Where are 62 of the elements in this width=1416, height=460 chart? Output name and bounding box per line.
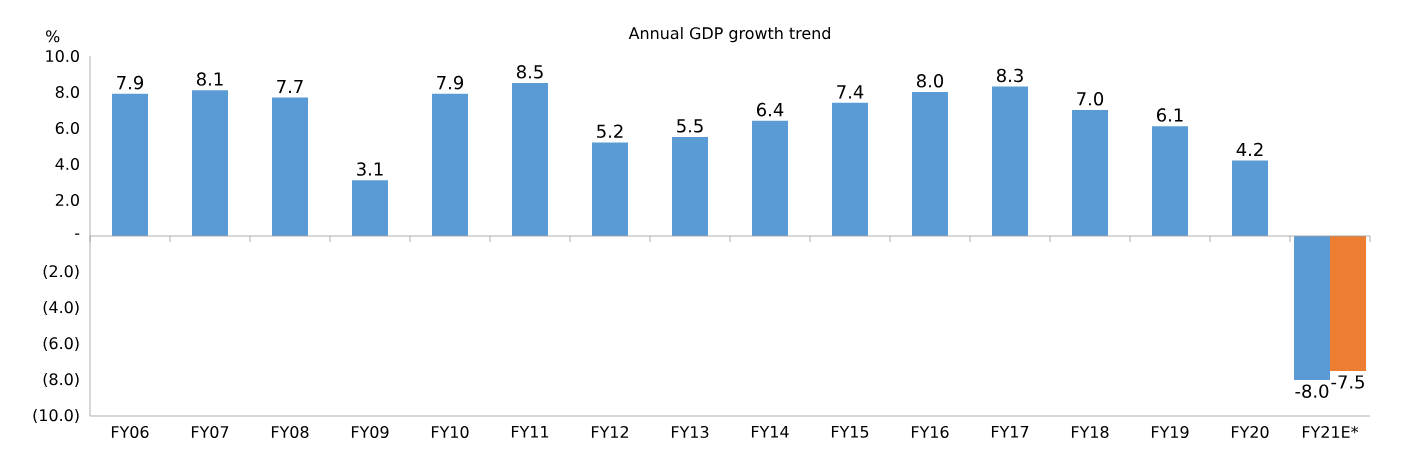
bar	[832, 102, 869, 236]
y-tick-label: (8.0)	[43, 372, 79, 388]
x-tick-label: FY11	[511, 425, 549, 438]
bar	[912, 92, 949, 236]
y-tick-label: -	[75, 233, 80, 235]
data-label: 5.2	[597, 124, 623, 139]
y-tick-label: (6.0)	[43, 336, 79, 352]
bar	[112, 93, 148, 236]
y-tick-label: 2.0	[55, 193, 79, 207]
data-label: 7.9	[117, 75, 143, 90]
y-tick-label: (2.0)	[43, 264, 79, 280]
x-tick-label: FY08	[271, 425, 309, 439]
x-tick-label: FY18	[1071, 425, 1109, 439]
y-tick-label: 6.0	[55, 121, 79, 135]
data-label: 8.0	[916, 74, 944, 88]
bar	[992, 86, 1029, 236]
bar	[272, 97, 308, 236]
data-label: -8.0	[1295, 384, 1329, 398]
data-label: 8.5	[516, 65, 543, 79]
bar	[752, 120, 789, 236]
data-label: -7.5	[1331, 375, 1364, 389]
chart-title: Annual GDP growth trend	[628, 26, 830, 43]
bar	[1232, 160, 1269, 236]
bar	[1152, 126, 1189, 236]
data-label: 7.9	[437, 75, 464, 90]
x-tick-label: FY10	[431, 425, 469, 439]
y-tick-label: 10.0	[46, 49, 79, 63]
data-label: 6.1	[1157, 108, 1183, 122]
bar	[1072, 110, 1109, 236]
data-label: 8.1	[196, 72, 223, 86]
y-tick-label: 8.0	[55, 85, 79, 99]
x-tick-label: FY07	[191, 425, 229, 439]
x-tick-label: FY20	[1231, 425, 1269, 439]
data-label: 7.0	[1077, 92, 1104, 106]
x-tick-label: FY06	[111, 425, 149, 439]
y-tick-label: (4.0)	[43, 300, 79, 316]
x-tick-label: FY14	[751, 425, 789, 438]
bar	[1330, 236, 1367, 371]
data-label: 4.2	[1236, 142, 1263, 157]
x-tick-label: FY16	[911, 425, 949, 439]
data-label: 7.4	[837, 85, 864, 99]
x-tick-label: FY17	[991, 425, 1029, 438]
x-tick-label: FY12	[591, 425, 628, 438]
x-tick-label: FY13	[671, 425, 709, 439]
data-label: 3.1	[357, 162, 383, 176]
x-tick-label: FY19	[1151, 425, 1189, 439]
y-tick-label: (10.0)	[33, 408, 79, 424]
bar	[432, 93, 469, 236]
data-label: 8.3	[996, 68, 1023, 83]
x-tick-label: FY09	[351, 425, 389, 439]
y-tick-label: 4.0	[55, 157, 79, 171]
data-label: 6.4	[757, 102, 784, 117]
bar	[592, 142, 629, 236]
bar	[192, 90, 228, 236]
bar	[672, 137, 709, 236]
x-tick-label: FY15	[831, 425, 869, 438]
data-label: 7.7	[277, 79, 303, 94]
y-axis-title: %	[46, 30, 60, 43]
bar	[512, 83, 549, 236]
data-label: 5.5	[677, 119, 703, 133]
bar	[352, 180, 388, 236]
x-tick-label: FY21E*	[1302, 425, 1359, 438]
